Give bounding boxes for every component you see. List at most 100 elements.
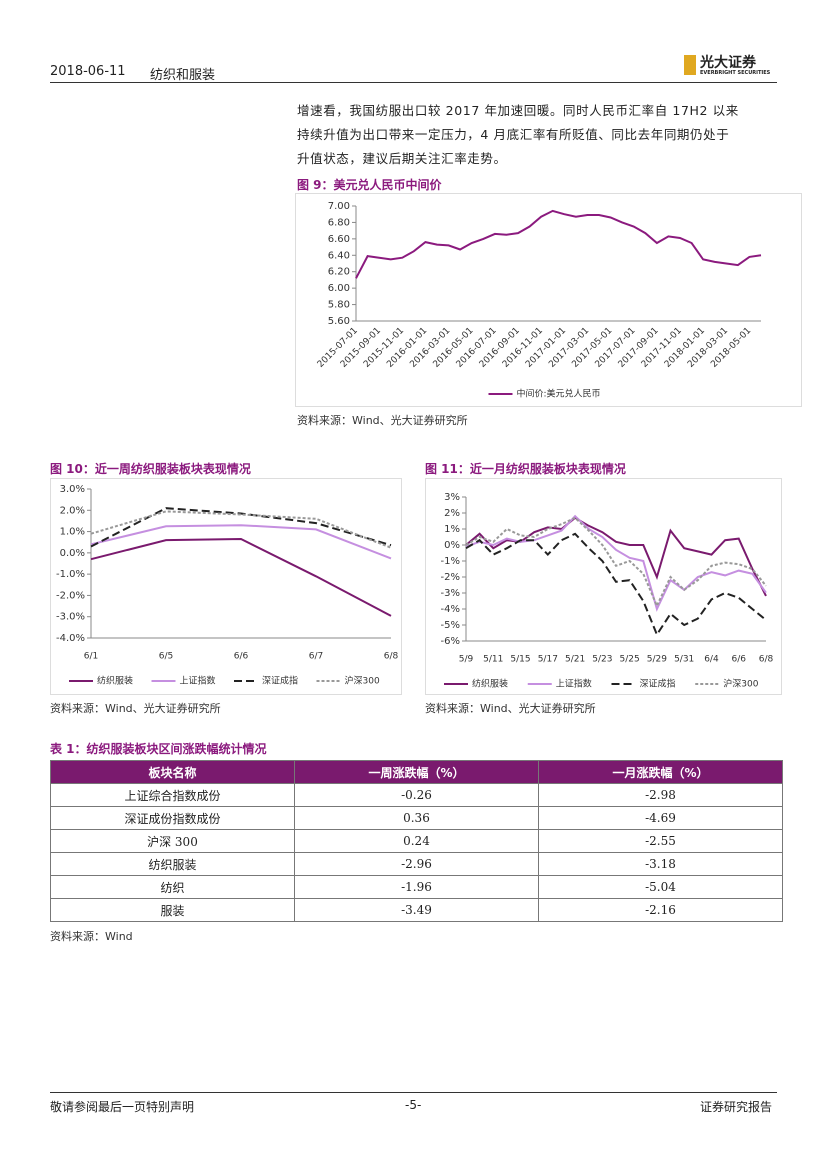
x-tick-label: 5/23 [592, 655, 612, 665]
footer-rule [50, 1092, 777, 1093]
table-cell: -2.98 [537, 783, 784, 807]
y-tick-label: -1.0% [56, 569, 85, 580]
y-tick-label: 1.0% [60, 527, 85, 538]
series-line [465, 532, 767, 637]
x-tick-label: 5/15 [510, 655, 530, 665]
y-tick-label: -6% [441, 636, 460, 647]
x-tick-label: 6/8 [384, 652, 399, 662]
series-line [90, 507, 392, 548]
chart: -6% -5% -4% -3% -2% -1% 0% 1% 2% 3% 5/9 5/11 5/15 5/1… [425, 478, 782, 695]
y-tick-label: -2.0% [56, 590, 85, 601]
table-cell: 纺织服装 [50, 852, 295, 876]
chart: -4.0% -3.0% -2.0% -1.0% 0.0% 1.0% 2.0% 3.0% 6/1 6… [50, 478, 402, 695]
legend-label: 深证成指 [640, 678, 676, 690]
table-cell: -2.16 [537, 898, 784, 922]
y-tick-label: -3.0% [56, 612, 85, 623]
y-tick-label: 1% [444, 524, 460, 535]
header-section: 纺织和服装 [150, 68, 216, 83]
y-tick-label: -2% [441, 572, 460, 583]
table-title: 表 1：纺织服装板块区间涨跌幅统计情况 [50, 742, 267, 756]
x-tick-label: 6/1 [84, 652, 98, 662]
figure-source: 资料来源：Wind、光大证券研究所 [50, 702, 221, 715]
series-line [465, 516, 767, 597]
legend-label: 沪深300 [723, 678, 758, 690]
series-line [465, 516, 767, 609]
y-tick-label: -4% [441, 604, 460, 615]
table-cell: -3.18 [537, 852, 784, 876]
figure-title: 图 11：近一月纺织服装板块表现情况 [425, 462, 626, 476]
figure-title: 图 9：美元兑人民币中间价 [297, 178, 442, 192]
table-cell: -3.49 [293, 898, 539, 922]
table-cell: 0.24 [293, 829, 539, 853]
y-tick-label: 6.00 [328, 283, 350, 294]
x-tick-label: 6/7 [309, 652, 323, 662]
y-tick-label: 6.60 [328, 234, 350, 245]
legend-label: 上证指数 [556, 678, 592, 690]
table-cell: 0.36 [293, 806, 539, 830]
x-tick-label: 5/31 [674, 655, 694, 665]
y-tick-label: 0.0% [60, 548, 85, 559]
legend-label: 纺织服装 [97, 675, 133, 687]
header-date: 2018-06-11 [50, 64, 126, 79]
logo-text: 光大证券 [700, 55, 756, 71]
footer-right: 证券研究报告 [700, 1100, 773, 1114]
x-tick-label: 5/25 [620, 655, 640, 665]
header-cell: 板块名称 [50, 760, 295, 784]
table-cell: -0.26 [293, 783, 539, 807]
table-cell: 沪深 300 [50, 829, 295, 853]
y-tick-label: 2.0% [60, 505, 85, 516]
y-tick-label: -3% [441, 588, 460, 599]
header-cell: 一周涨跌幅（%） [293, 760, 539, 784]
series-line [355, 209, 762, 279]
table-cell: 深证成份指数成份 [50, 806, 295, 830]
x-tick-label: 5/11 [483, 655, 503, 665]
x-tick-label: 6/8 [759, 655, 774, 665]
y-tick-label: -1% [441, 556, 460, 567]
table-cell: 纺织 [50, 875, 295, 899]
series-line [90, 524, 392, 560]
table-row: 沪深 300 0.24 -2.55 [50, 829, 784, 853]
table-row: 服装 -3.49 -2.16 [50, 898, 784, 922]
table-cell: 上证综合指数成份 [50, 783, 295, 807]
figure-source: 资料来源：Wind、光大证券研究所 [297, 414, 468, 427]
header-rule [50, 82, 777, 83]
series-line [90, 510, 392, 549]
table-row: 深证成份指数成份 0.36 -4.69 [50, 806, 784, 830]
figure-source: 资料来源：Wind、光大证券研究所 [425, 702, 596, 715]
body-line: 持续升值为出口带来一定压力，4 月底汇率有所贬值、同比去年同期仍处于 [297, 127, 730, 142]
y-tick-label: 6.80 [328, 217, 350, 228]
logo-icon [684, 55, 696, 75]
table: 板块名称 一周涨跌幅（%） 一月涨跌幅（%） 上证综合指数成份 -0.26 -2.98 深证… [50, 760, 784, 922]
body-line: 增速看，我国纺服出口较 2017 年加速回暖。同时人民币汇率自 17H2 以来 [297, 103, 739, 118]
y-tick-label: -4.0% [56, 633, 85, 644]
x-tick-label: 6/5 [159, 652, 173, 662]
x-tick-label: 6/6 [731, 655, 746, 665]
footer-center: -5- [405, 1098, 422, 1112]
y-tick-label: 0% [444, 540, 460, 551]
x-tick-label: 6/6 [234, 652, 249, 662]
y-tick-label: 7.00 [328, 201, 350, 212]
y-tick-label: 5.60 [328, 316, 350, 327]
table-cell: -2.96 [293, 852, 539, 876]
table-row: 纺织服装 -2.96 -3.18 [50, 852, 784, 876]
x-tick-label: 5/17 [538, 655, 558, 665]
y-tick-label: 6.20 [328, 267, 350, 278]
legend-label: 上证指数 [180, 675, 216, 687]
y-tick-label: 3.0% [60, 484, 85, 495]
legend-label: 纺织服装 [472, 678, 508, 690]
logo-en: EVERBRIGHT SECURITIES [700, 70, 771, 76]
x-tick-label: 6/4 [704, 655, 719, 665]
figure-title: 图 10：近一周纺织服装板块表现情况 [50, 462, 251, 476]
table-row: 上证综合指数成份 -0.26 -2.98 [50, 783, 784, 807]
series-line [90, 537, 392, 617]
x-tick-label: 5/21 [565, 655, 585, 665]
table-cell: -1.96 [293, 875, 539, 899]
legend-label: 深证成指 [262, 675, 298, 687]
table-cell: 服装 [50, 898, 295, 922]
x-tick-label: 5/9 [459, 655, 474, 665]
table-source: 资料来源：Wind [50, 930, 133, 943]
table-cell: -4.69 [537, 806, 784, 830]
footer-left: 敬请参阅最后一页特别声明 [50, 1100, 195, 1114]
y-tick-label: 5.80 [328, 300, 350, 311]
